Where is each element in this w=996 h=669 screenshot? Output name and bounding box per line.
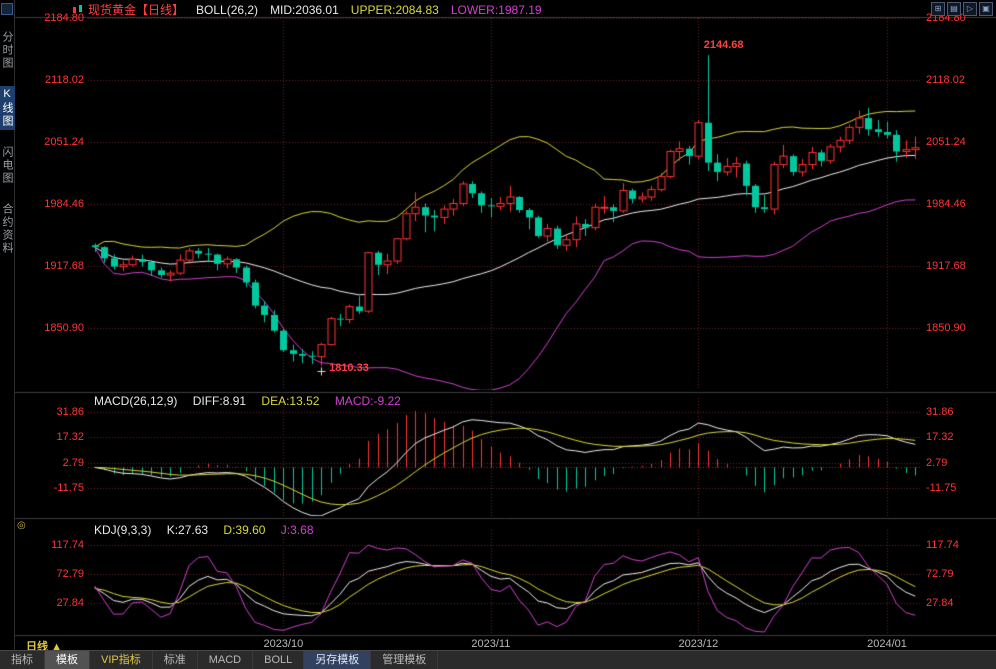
main-axis-tick-left: 1984.46: [44, 198, 84, 210]
symbol-title: 现货黄金【日线】: [88, 3, 185, 17]
xaxis-month-label: 2023/10: [263, 638, 304, 650]
macd-axis-tick-left: -11.75: [53, 481, 84, 494]
kdj-panel-settings-icon[interactable]: ◎: [17, 520, 26, 531]
bottom-tab-macd[interactable]: MACD: [198, 651, 254, 669]
main-axis-tick-left: 2118.02: [45, 74, 84, 86]
kdj-axis-tick-right: 117.74: [926, 539, 959, 552]
sidebar-tab-kline[interactable]: K线图: [0, 86, 15, 130]
tile-windows-icon[interactable]: ⊞: [931, 2, 945, 16]
sidebar-tabs: 分时图 K线图闪电图合约资料: [0, 0, 15, 650]
macd-axis-tick-right: 2.79: [926, 456, 948, 469]
chart-header: 现货黄金【日线】 BOLL(26,2) MID:2036.01 UPPER:20…: [72, 2, 554, 17]
macd-diff-value: DIFF:8.91: [192, 394, 247, 408]
xaxis-month-label: 2023/12: [678, 638, 719, 650]
kdj-j-value: J:3.68: [280, 523, 314, 537]
macd-hist-value: MACD:-9.22: [334, 394, 401, 408]
sidebar-tab-contract[interactable]: 合约资料: [1, 203, 13, 255]
kdj-header: KDJ(9,3,3) K:27.63 D:39.60 J:3.68: [94, 523, 326, 537]
boll-indicator-label[interactable]: BOLL(26,2): [196, 2, 259, 17]
macd-axis-tick-left: 2.79: [62, 456, 84, 469]
kdj-indicator-label[interactable]: KDJ(9,3,3): [94, 523, 152, 537]
fullscreen-icon[interactable]: ▣: [979, 2, 993, 16]
kdj-axis-tick-left: 72.79: [56, 568, 84, 581]
main-axis-tick-left: 1850.90: [44, 322, 84, 334]
main-axis-tick-right: 2051.24: [926, 136, 966, 148]
macd-axis-tick-right: 31.86: [926, 406, 954, 419]
macd-axis-tick-left: 31.86: [56, 406, 84, 419]
bottom-tab-bar: 指标 模板 VIP指标 标准 MACD BOLL 另存模板 管理模板: [0, 650, 996, 669]
next-chart-icon[interactable]: ▷: [963, 2, 977, 16]
bottom-tab-boll[interactable]: BOLL: [253, 651, 305, 669]
bottom-tab-vip-indicator[interactable]: VIP指标: [90, 651, 153, 669]
main-axis-tick-right: 1850.90: [926, 322, 966, 334]
bottom-tab-indicator[interactable]: 指标: [0, 651, 45, 669]
bottom-tab-save-template[interactable]: 另存模板: [304, 651, 372, 669]
main-axis-tick-left: 1917.68: [44, 260, 84, 272]
macd-axis-tick-left: 17.32: [56, 431, 84, 444]
sidebar-top-icon[interactable]: [1, 3, 13, 15]
boll-upper-value: UPPER:2084.83: [350, 2, 439, 17]
low-price-annotation: 1810.33: [329, 361, 369, 374]
macd-dea-value: DEA:13.52: [261, 394, 320, 408]
window-toolbar: ⊞ ▤ ▷ ▣: [931, 2, 993, 16]
macd-indicator-label[interactable]: MACD(26,12,9): [94, 394, 178, 408]
kdj-axis-tick-left: 27.84: [56, 597, 84, 610]
bottom-tab-template[interactable]: 模板: [45, 651, 90, 669]
main-axis-tick-left: 2184.80: [44, 12, 84, 24]
bottom-tab-standard[interactable]: 标准: [153, 651, 198, 669]
kdj-d-value: D:39.60: [223, 523, 266, 537]
split-window-icon[interactable]: ▤: [947, 2, 961, 16]
sidebar-tab-fenshi[interactable]: 分时图: [1, 31, 13, 70]
xaxis-month-label: 2024/01: [867, 638, 907, 650]
period-dropdown-arrow-icon: ▲: [51, 641, 62, 653]
kline-icon: [73, 4, 82, 13]
high-price-annotation: 2144.68: [703, 39, 744, 52]
main-axis-tick-right: 2118.02: [926, 74, 965, 86]
macd-axis-tick-right: -11.75: [926, 481, 957, 494]
main-axis-tick-right: 1917.68: [926, 260, 966, 272]
kdj-axis-tick-left: 117.74: [51, 539, 84, 552]
boll-mid-value: MID:2036.01: [270, 2, 339, 17]
xaxis-month-label: 2023/11: [471, 638, 511, 650]
main-axis-tick-right: 1984.46: [926, 198, 966, 210]
kdj-k-value: K:27.63: [166, 523, 209, 537]
boll-lower-value: LOWER:1987.19: [450, 2, 542, 17]
kdj-axis-tick-right: 72.79: [926, 568, 954, 581]
macd-axis-tick-right: 17.32: [926, 431, 954, 444]
sidebar-tab-flash[interactable]: 闪电图: [1, 146, 13, 185]
kdj-axis-tick-right: 27.84: [926, 597, 954, 610]
bottom-tab-manage-template[interactable]: 管理模板: [371, 651, 439, 669]
main-axis-tick-left: 2051.24: [44, 136, 84, 148]
macd-header: MACD(26,12,9) DIFF:8.91 DEA:13.52 MACD:-…: [94, 394, 413, 408]
